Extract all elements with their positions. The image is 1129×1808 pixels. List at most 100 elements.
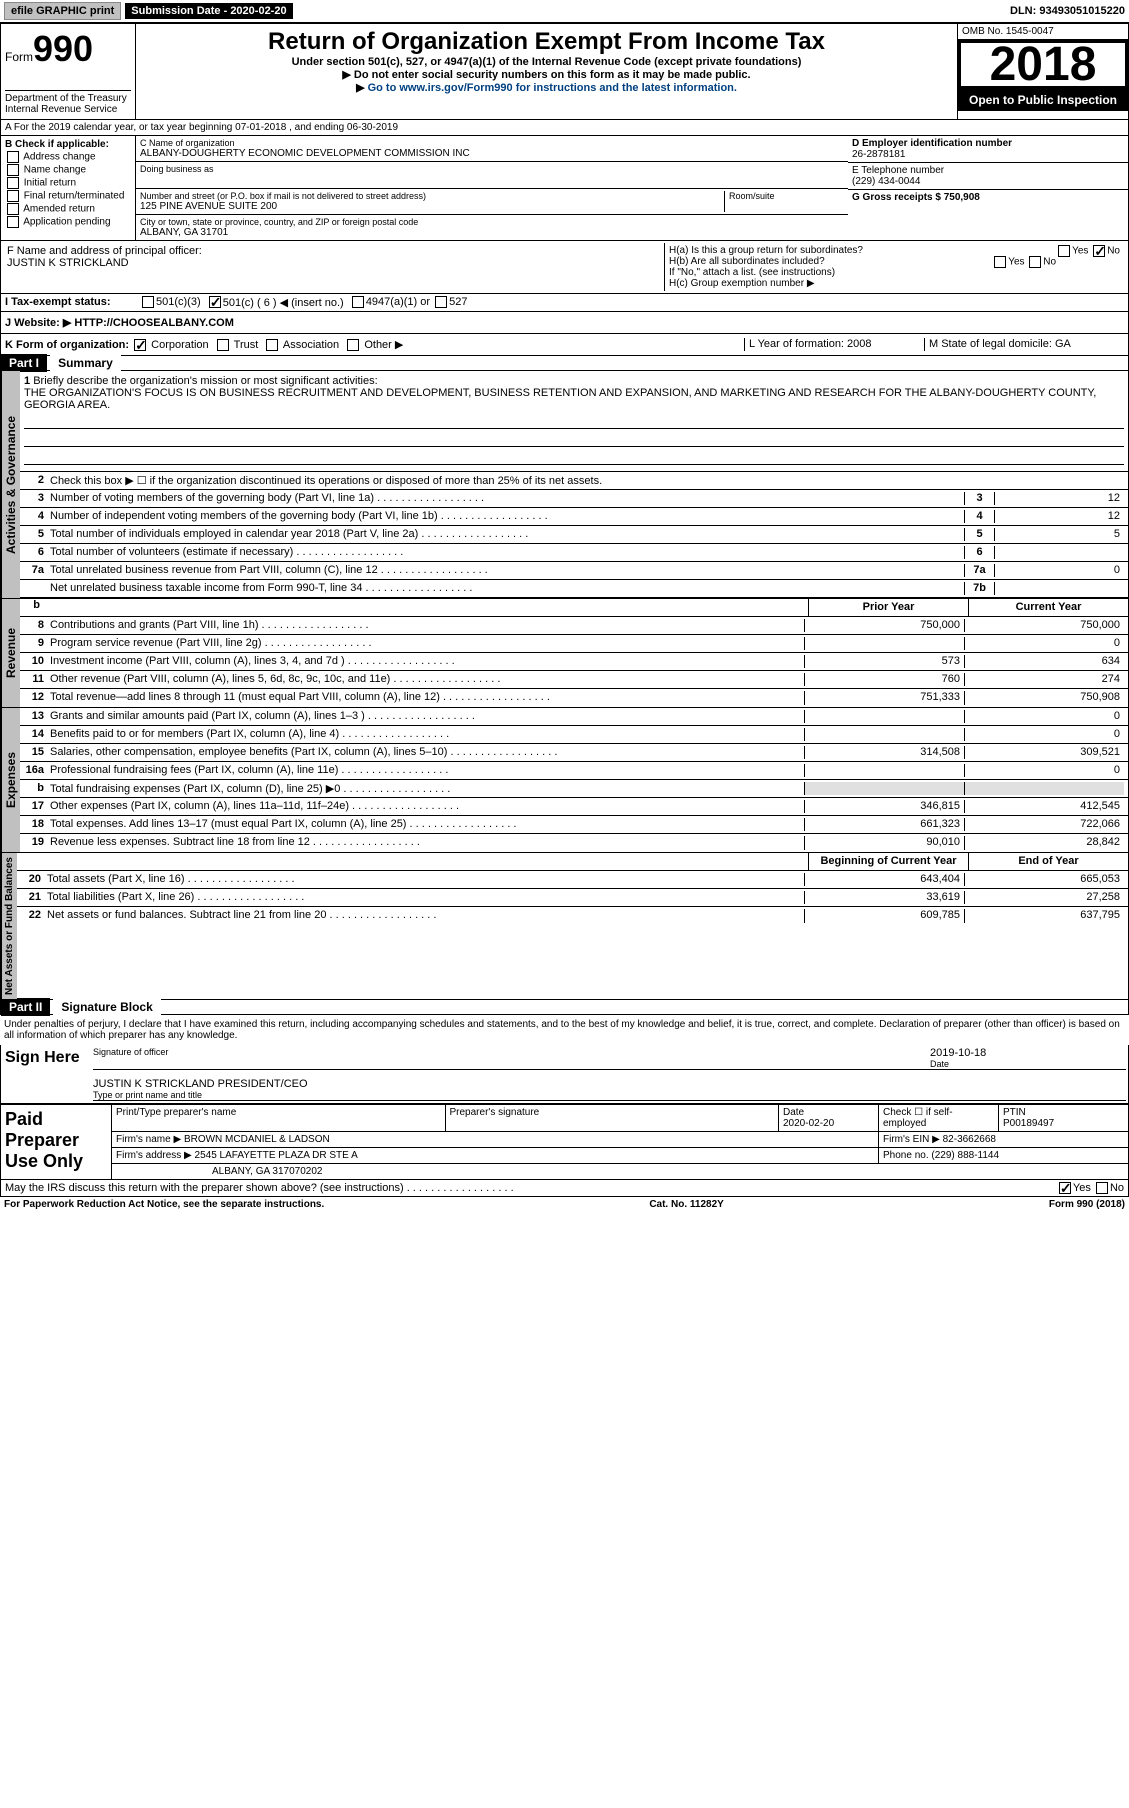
section-f-label: F Name and address of principal officer: — [7, 245, 662, 257]
data-line: 15Salaries, other compensation, employee… — [20, 744, 1128, 762]
h-a-label: H(a) Is this a group return for subordin… — [669, 245, 863, 256]
data-line: 8Contributions and grants (Part VIII, li… — [20, 617, 1128, 635]
summary-line: 7aTotal unrelated business revenue from … — [20, 562, 1128, 580]
org-address: 125 PINE AVENUE SUITE 200 — [140, 201, 724, 212]
part-ii-title: Signature Block — [53, 998, 160, 1016]
data-line: 11Other revenue (Part VIII, column (A), … — [20, 671, 1128, 689]
summary-line: 6Total number of volunteers (estimate if… — [20, 544, 1128, 562]
check-name-change[interactable]: Name change — [24, 165, 86, 176]
data-line: 14Benefits paid to or for members (Part … — [20, 726, 1128, 744]
form-number: 990 — [33, 28, 93, 69]
h-b-note: If "No," attach a list. (see instruction… — [669, 267, 1120, 278]
goto-link[interactable]: Go to www.irs.gov/Form990 for instructio… — [140, 81, 953, 94]
side-netassets: Net Assets or Fund Balances — [1, 853, 17, 999]
self-employed-check[interactable]: Check ☐ if self-employed — [878, 1105, 998, 1131]
q2-text: Check this box ▶ ☐ if the organization d… — [50, 474, 1124, 487]
q1-label: Briefly describe the organization's miss… — [33, 375, 377, 387]
summary-line: 3Number of voting members of the governi… — [20, 490, 1128, 508]
sign-here-label: Sign Here — [1, 1045, 91, 1103]
data-line: 18Total expenses. Add lines 13–17 (must … — [20, 816, 1128, 834]
data-line: 20Total assets (Part X, line 16)643,4046… — [17, 871, 1128, 889]
section-d-label: D Employer identification number — [852, 138, 1124, 149]
summary-line: 5Total number of individuals employed in… — [20, 526, 1128, 544]
firm-addr2: ALBANY, GA 317070202 — [111, 1164, 1128, 1179]
row-a-tax-year: A For the 2019 calendar year, or tax yea… — [0, 120, 1129, 136]
prep-date: 2020-02-20 — [783, 1118, 834, 1129]
data-line: 17Other expenses (Part IX, column (A), l… — [20, 798, 1128, 816]
check-initial[interactable]: Initial return — [24, 178, 76, 189]
activities-governance: Activities & Governance 1 Briefly descri… — [0, 371, 1129, 599]
ptin: P00189497 — [1003, 1118, 1054, 1129]
website-link[interactable]: HTTP://CHOOSEALBANY.COM — [74, 317, 234, 329]
firm-ein: 82-3662668 — [943, 1134, 996, 1145]
open-public: Open to Public Inspection — [958, 89, 1128, 111]
mission-text: THE ORGANIZATION'S FOCUS IS ON BUSINESS … — [24, 387, 1096, 411]
room-label: Room/suite — [729, 191, 844, 201]
section-j: J Website: ▶ HTTP://CHOOSEALBANY.COM — [0, 312, 1129, 334]
data-line: 22Net assets or fund balances. Subtract … — [17, 907, 1128, 925]
check-final[interactable]: Final return/terminated — [24, 191, 125, 202]
firm-name: BROWN MCDANIEL & LADSON — [184, 1134, 330, 1145]
org-info-block: B Check if applicable: Address change Na… — [0, 136, 1129, 241]
sign-here-block: Sign Here Signature of officer 2019-10-1… — [0, 1045, 1129, 1105]
data-line: 19Revenue less expenses. Subtract line 1… — [20, 834, 1128, 852]
section-f-h: F Name and address of principal officer:… — [0, 241, 1129, 294]
part-i-title: Summary — [50, 354, 121, 372]
section-i: I Tax-exempt status: 501(c)(3) 501(c) ( … — [0, 294, 1129, 312]
firm-phone: (229) 888-1144 — [931, 1150, 999, 1161]
principal-officer: JUSTIN K STRICKLAND — [7, 257, 662, 269]
paid-preparer-block: Paid Preparer Use Only Print/Type prepar… — [0, 1105, 1129, 1180]
col-current: Current Year — [968, 599, 1128, 616]
section-k-l-m: K Form of organization: Corporation Trus… — [0, 334, 1129, 356]
dln: DLN: 93493051015220 — [1010, 5, 1125, 17]
year-formation: L Year of formation: 2008 — [744, 338, 924, 351]
form-header: Form990 Department of the Treasury Inter… — [0, 23, 1129, 120]
paid-label: Paid Preparer Use Only — [1, 1105, 111, 1179]
form-year: Form 990 (2018) — [1049, 1199, 1125, 1210]
side-act-gov: Activities & Governance — [1, 371, 20, 598]
data-line: 21Total liabilities (Part X, line 26)33,… — [17, 889, 1128, 907]
check-app-pending[interactable]: Application pending — [23, 217, 110, 228]
gross-receipts: G Gross receipts $ 750,908 — [852, 192, 1124, 203]
submission-date: Submission Date - 2020-02-20 — [125, 3, 292, 19]
part-i-label: Part I — [1, 354, 47, 372]
section-e-label: E Telephone number — [852, 165, 1124, 176]
col-prior: Prior Year — [808, 599, 968, 616]
check-addr-change[interactable]: Address change — [23, 152, 95, 163]
data-line: bTotal fundraising expenses (Part IX, co… — [20, 780, 1128, 798]
data-line: 16aProfessional fundraising fees (Part I… — [20, 762, 1128, 780]
revenue-block: Revenue b Prior Year Current Year 8Contr… — [0, 599, 1129, 708]
dba-label: Doing business as — [140, 164, 844, 174]
part-ii-label: Part II — [1, 998, 50, 1016]
netassets-block: Net Assets or Fund Balances Beginning of… — [0, 853, 1129, 1000]
data-line: 9Program service revenue (Part VIII, lin… — [20, 635, 1128, 653]
data-line: 10Investment income (Part VIII, column (… — [20, 653, 1128, 671]
penalties-text: Under penalties of perjury, I declare th… — [0, 1015, 1129, 1045]
ein: 26-2878181 — [852, 149, 1124, 160]
summary-line: Net unrelated business taxable income fr… — [20, 580, 1128, 598]
data-line: 12Total revenue—add lines 8 through 11 (… — [20, 689, 1128, 707]
check-amended[interactable]: Amended return — [23, 204, 95, 215]
side-revenue: Revenue — [1, 599, 20, 707]
section-b: B Check if applicable: Address change Na… — [1, 136, 136, 240]
footer: For Paperwork Reduction Act Notice, see … — [0, 1197, 1129, 1212]
officer-name: JUSTIN K STRICKLAND PRESIDENT/CEO — [93, 1078, 1126, 1090]
side-expenses: Expenses — [1, 708, 20, 852]
data-line: 13Grants and similar amounts paid (Part … — [20, 708, 1128, 726]
expenses-block: Expenses 13Grants and similar amounts pa… — [0, 708, 1129, 853]
h-b-label: H(b) Are all subordinates included? — [669, 256, 825, 267]
efile-button[interactable]: efile GRAPHIC print — [4, 2, 121, 20]
org-name: ALBANY-DOUGHERTY ECONOMIC DEVELOPMENT CO… — [140, 148, 844, 159]
sign-date: 2019-10-18 — [930, 1047, 1126, 1059]
discuss-row: May the IRS discuss this return with the… — [0, 1180, 1129, 1197]
tax-year: 2018 — [958, 40, 1128, 89]
topbar: efile GRAPHIC print Submission Date - 20… — [0, 0, 1129, 23]
firm-addr: 2545 LAFAYETTE PLAZA DR STE A — [195, 1150, 358, 1161]
ssn-notice: Do not enter social security numbers on … — [140, 68, 953, 81]
pra-notice: For Paperwork Reduction Act Notice, see … — [4, 1199, 324, 1210]
cat-no: Cat. No. 11282Y — [649, 1199, 723, 1210]
summary-line: 4Number of independent voting members of… — [20, 508, 1128, 526]
org-city: ALBANY, GA 31701 — [140, 227, 844, 238]
dept-treasury: Department of the Treasury Internal Reve… — [5, 90, 131, 115]
form-prefix: Form — [5, 50, 33, 64]
